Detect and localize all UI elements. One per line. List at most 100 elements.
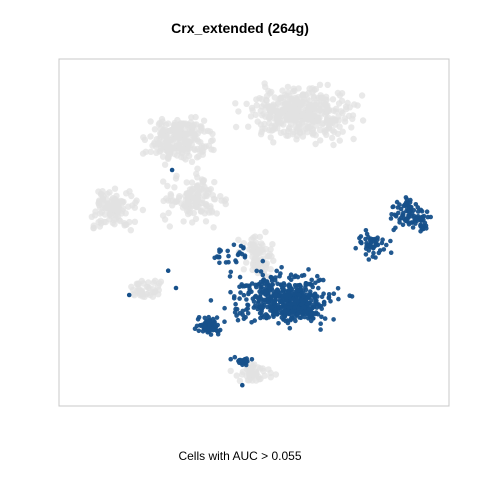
highlighted-cell-point [306,267,311,272]
background-cell-point [325,82,331,88]
background-cell-point [189,159,195,165]
highlighted-cell-point [389,212,394,217]
background-cell-point [290,129,296,135]
highlighted-cell-point [367,257,372,262]
background-cell-point [314,117,320,123]
highlighted-cell-point [250,357,255,362]
highlighted-cell-point [244,297,249,302]
highlighted-cell-point [320,295,325,300]
highlighted-cell-point [311,293,316,298]
background-cell-point [148,149,154,155]
background-cell-point [257,234,263,240]
highlighted-cell-point [209,298,214,303]
background-cell-point [210,224,216,230]
background-cell-point [147,133,153,139]
highlighted-cell-point [266,300,271,305]
background-cell-point [261,80,267,86]
background-cell-point [285,90,291,96]
highlighted-cell-point [299,302,304,307]
highlighted-cell-point [394,214,399,219]
highlighted-cell-point [261,273,266,278]
highlighted-cell-point [217,249,222,254]
highlighted-cell-point [272,300,277,305]
highlighted-cell-point [364,228,369,233]
background-cell-point [140,280,146,286]
highlighted-cell-point [328,299,333,304]
highlighted-cell-point [425,209,430,214]
highlighted-cell-point [269,306,274,311]
background-cell-point [171,124,177,130]
highlighted-cell-point [409,205,414,210]
highlighted-cell-point [399,216,404,221]
highlighted-cell-point [336,297,341,302]
highlighted-cell-point [323,316,328,321]
highlighted-cell-point [256,300,261,305]
background-cell-point [132,219,138,225]
background-cell-point [295,85,301,91]
highlighted-cell-point [390,205,395,210]
background-cell-point [192,114,198,120]
background-cell-point [243,259,249,265]
background-cell-point [248,236,254,242]
background-cell-point [249,105,255,111]
background-cell-point [139,293,145,299]
background-cell-point [147,118,153,124]
background-cell-point [300,111,306,117]
highlighted-cell-point [262,298,267,303]
highlighted-cell-point [242,293,247,298]
highlighted-cell-point [246,291,251,296]
background-cell-point [158,132,164,138]
background-cell-point [146,285,152,291]
highlighted-cell-point [287,283,292,288]
highlighted-cell-point [273,278,278,283]
highlighted-cell-point [308,289,313,294]
background-cell-point [192,147,198,153]
highlighted-cell-point [327,292,332,297]
highlighted-cell-point [236,253,241,258]
background-cell-point [152,126,158,132]
highlighted-cell-point [217,254,222,259]
highlighted-cell-point [291,312,296,317]
highlighted-cell-point [259,286,264,291]
highlighted-cell-point [380,241,385,246]
highlighted-cell-point [229,270,234,275]
background-cell-point [132,199,138,205]
highlighted-cell-point [209,332,214,337]
highlighted-cell-point [297,315,302,320]
background-cell-point [106,189,112,195]
background-cell-point [168,198,174,204]
highlighted-cell-point [299,287,304,292]
background-cell-point [203,218,209,224]
background-cell-point [305,109,311,115]
background-cell-point [329,135,335,141]
background-cell-point [348,124,354,130]
background-cell-point [350,136,356,142]
background-cell-point [162,162,168,168]
highlighted-cell-point [264,289,269,294]
background-cell-point [320,95,326,101]
highlighted-cell-point [279,265,284,270]
highlighted-cell-point [421,227,426,232]
highlighted-cell-point [388,239,393,244]
highlighted-cell-point [353,246,358,251]
highlighted-cell-point [276,321,281,326]
background-cell-point [299,92,305,98]
background-cell-point [103,205,109,211]
highlighted-cell-point [193,326,198,331]
x-axis-caption: Cells with AUC > 0.055 [0,449,480,463]
highlighted-cell-point [286,312,291,317]
highlighted-cell-point [316,286,321,291]
highlighted-cell-point [318,327,323,332]
background-cell-point [100,193,106,199]
background-cell-point [253,112,259,118]
highlighted-cell-point [127,293,132,298]
background-cell-point [198,123,204,129]
background-cell-point [140,150,146,156]
highlighted-cell-point [280,286,285,291]
background-cell-point [337,92,343,98]
background-cell-point [359,92,365,98]
highlighted-cell-point [368,245,373,250]
background-cell-point [158,126,164,132]
background-cell-point [312,141,318,147]
background-cell-point [97,210,103,216]
